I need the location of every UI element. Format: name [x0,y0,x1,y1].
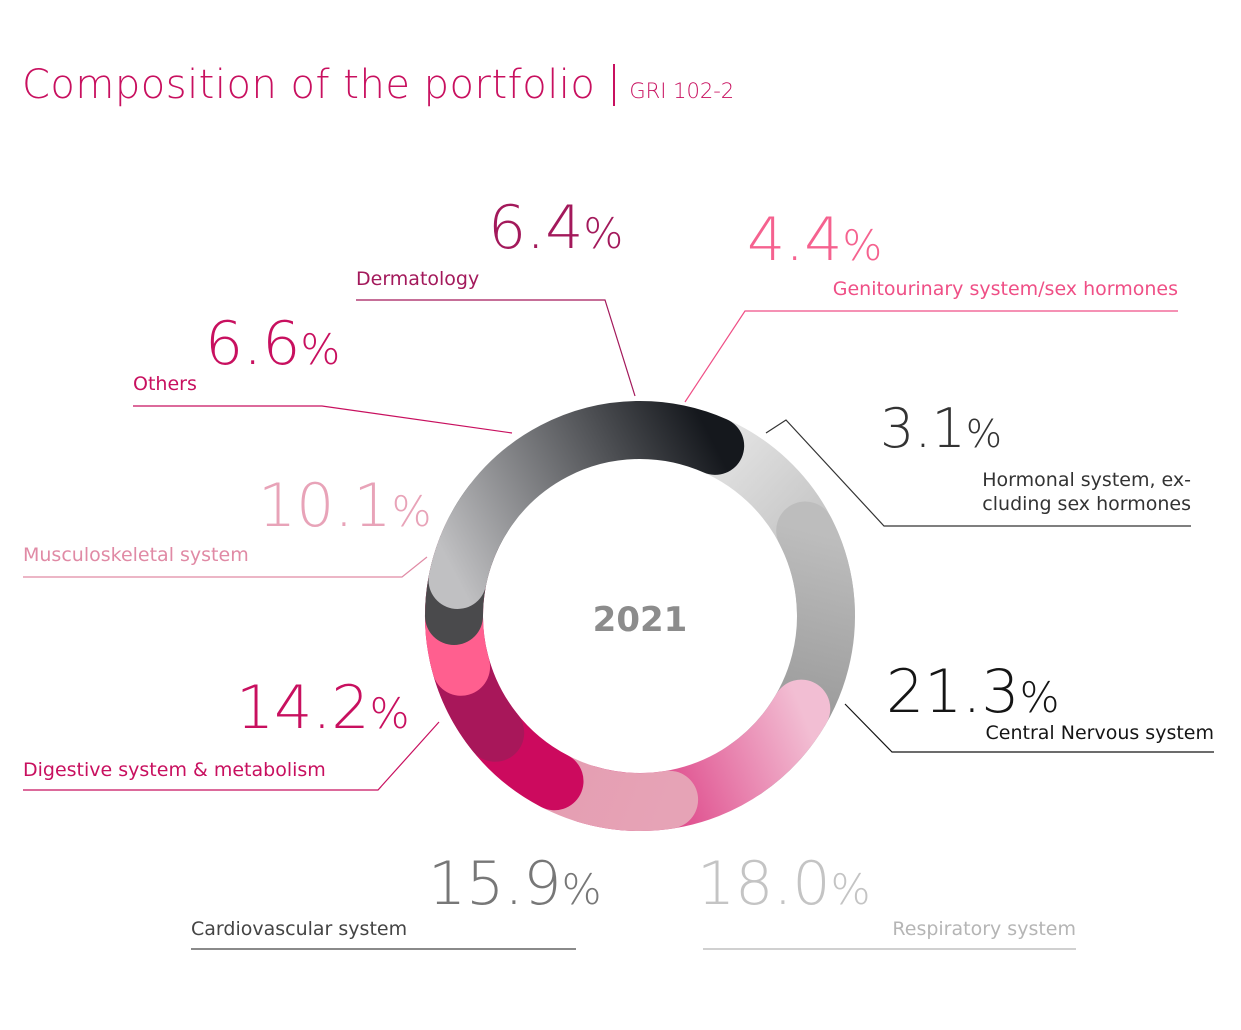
slice-value-number: 4.4 [747,205,842,275]
percent-sign: % [370,689,410,738]
leader-line [23,556,428,578]
center-year-label: 2021 [593,600,688,640]
slice-category-label: Others [133,373,197,395]
callouts: 3.1% Hormonal system, ex-cluding sex horm… [23,193,1214,950]
leader-line [765,419,1191,527]
chart-title: Composition of the portfolio [22,62,596,108]
slice-value-label: 21.3% [886,657,1060,727]
percent-sign: % [842,221,882,270]
slice-value-label: 14.2% [236,673,410,743]
leader-line [23,721,440,791]
percent-sign: % [1020,673,1060,722]
slice-category-label: Cardiovascular system [191,918,407,940]
percent-sign: % [300,325,340,374]
slice-category-label: Digestive system & metabolism [23,759,326,781]
leader-line [684,310,1178,403]
slice-category-label: Dermatology [356,268,479,290]
slice-value-label: 18.0% [697,849,871,919]
slice-category-label: Central Nervous system [986,722,1214,744]
percent-sign: % [966,412,1002,456]
slice-value-number: 10.1 [258,471,392,541]
chart-title-block: Composition of the portfolio GRI 102-2 [22,62,734,108]
donut-slice [428,401,745,609]
leader-line [844,703,1214,753]
slice-value-label: 3.1% [880,397,1002,460]
slice-value-label: 6.4% [488,193,623,263]
slice-value-number: 6.6 [205,309,300,379]
leader-line [356,299,636,397]
percent-sign: % [392,487,432,536]
slice-category-label: Hormonal system, ex-cluding sex hormones [982,469,1191,515]
slice-category-label: Musculoskeletal system [23,544,249,566]
slice-value-number: 15.9 [428,849,562,919]
slice-category-label: Respiratory system [892,918,1076,940]
donut-ring [425,401,855,831]
slice-value-label: 15.9% [428,849,602,919]
slice-value-number: 14.2 [236,673,370,743]
title-divider [613,64,616,106]
leader-line [133,405,513,434]
slice-value-label: 4.4% [747,205,882,275]
slice-value-label: 6.6% [205,309,340,379]
slice-value-number: 21.3 [886,657,1020,727]
slice-value-number: 3.1 [880,397,966,460]
slice-value-number: 6.4 [488,193,583,263]
percent-sign: % [831,865,871,914]
slice-value-number: 18.0 [697,849,831,919]
percent-sign: % [583,209,623,258]
slice-category-label: Genitourinary system/sex hormones [833,278,1178,300]
chart-subtitle: GRI 102-2 [629,79,735,103]
percent-sign: % [562,865,602,914]
slice-value-label: 10.1% [258,471,432,541]
